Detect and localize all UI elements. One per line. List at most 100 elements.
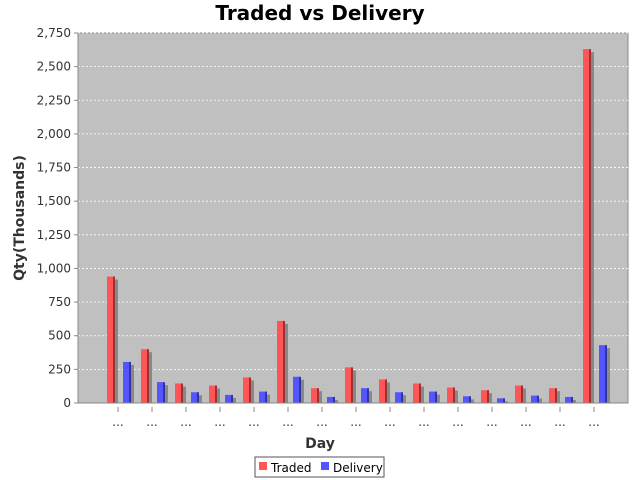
bar-edge [537,395,539,403]
bar-edge [469,396,471,403]
bar-edge [351,367,353,403]
bar-edge [521,385,523,403]
bar-edge [487,390,489,403]
x-tick-label: ... [248,415,259,429]
bar-edge [589,49,591,404]
bar-delivery [157,382,163,403]
bars [107,49,610,404]
bar-edge [299,376,301,403]
y-axis-label: Qty(Thousands) [12,155,28,281]
bar-delivery [123,361,129,403]
bar-edge [605,345,607,403]
bar-traded [379,379,385,403]
bar-edge [249,377,251,403]
bar-edge [283,320,285,403]
bar-edge [163,382,165,403]
bar-edge [197,392,199,403]
x-tick-label: ... [180,415,191,429]
bar-traded [515,385,521,403]
y-tick-label: 750 [48,295,71,309]
bar-delivery [225,394,231,403]
bar-edge [113,276,115,403]
bar-delivery [395,392,401,403]
bar-traded [583,49,589,404]
x-axis-ticks: ........................................… [112,407,600,429]
legend-swatch-delivery [321,462,329,470]
bar-edge [555,388,557,403]
bar-traded [549,388,555,403]
bar-delivery [259,391,265,403]
bar-traded [413,383,419,403]
chart-title: Traded vs Delivery [215,1,424,25]
bar-delivery [497,398,503,403]
bar-edge [385,379,387,403]
bar-delivery [463,396,469,403]
x-tick-label: ... [350,415,361,429]
bar-edge [215,385,217,403]
bar-traded [277,320,283,403]
legend-label-delivery: Delivery [333,461,383,475]
bar-edge [453,387,455,403]
y-tick-label: 1,750 [37,161,71,175]
bar-edge [181,383,183,403]
x-tick-label: ... [418,415,429,429]
x-tick-label: ... [214,415,225,429]
bar-delivery [599,345,605,403]
bar-edge [419,383,421,403]
y-tick-label: 2,750 [37,26,71,40]
y-tick-label: 1,250 [37,228,71,242]
x-tick-label: ... [520,415,531,429]
y-tick-label: 2,000 [37,127,71,141]
bar-edge [571,396,573,403]
bar-edge [503,398,505,403]
bar-edge [317,388,319,403]
bar-traded [107,276,113,403]
legend: Traded Delivery [254,456,385,478]
bar-edge [265,391,267,403]
bar-traded [447,387,453,403]
x-tick-label: ... [452,415,463,429]
y-tick-label: 2,250 [37,93,71,107]
legend-box [254,456,385,478]
bar-edge [401,392,403,403]
bar-edge [333,396,335,403]
bar-traded [209,385,215,403]
bar-edge [231,394,233,403]
x-axis-label: Day [305,436,335,452]
x-tick-label: ... [384,415,395,429]
x-tick-label: ... [146,415,157,429]
plot-area [77,32,629,404]
bar-delivery [361,388,367,403]
bar-traded [243,377,249,403]
bar-delivery [429,391,435,403]
bar-edge [435,391,437,403]
bar-traded [345,367,351,403]
bar-edge [367,388,369,403]
y-axis-ticks: 0 250 500 750 1,000 1,250 1,500 1,750 2,000 2,250… [37,26,78,410]
bar-delivery [327,396,333,403]
y-tick-label: 250 [48,362,71,376]
bar-edge [129,361,131,403]
bar-traded [311,388,317,403]
x-tick-label: ... [316,415,327,429]
bar-edge [147,349,149,403]
bar-traded [481,390,487,403]
x-tick-label: ... [588,415,599,429]
bar-delivery [191,392,197,403]
y-tick-label: 2,500 [37,60,71,74]
x-tick-label: ... [554,415,565,429]
x-tick-label: ... [112,415,123,429]
legend-swatch-traded [259,462,267,470]
y-tick-label: 500 [48,329,71,343]
bar-delivery [293,376,299,403]
bar-traded [175,383,181,403]
x-tick-label: ... [486,415,497,429]
bar-delivery [531,395,537,403]
bar-delivery [565,396,571,403]
bar-traded [141,349,147,403]
legend-label-traded: Traded [270,461,311,475]
x-tick-label: ... [282,415,293,429]
y-tick-label: 0 [63,396,71,410]
y-tick-label: 1,000 [37,261,71,275]
